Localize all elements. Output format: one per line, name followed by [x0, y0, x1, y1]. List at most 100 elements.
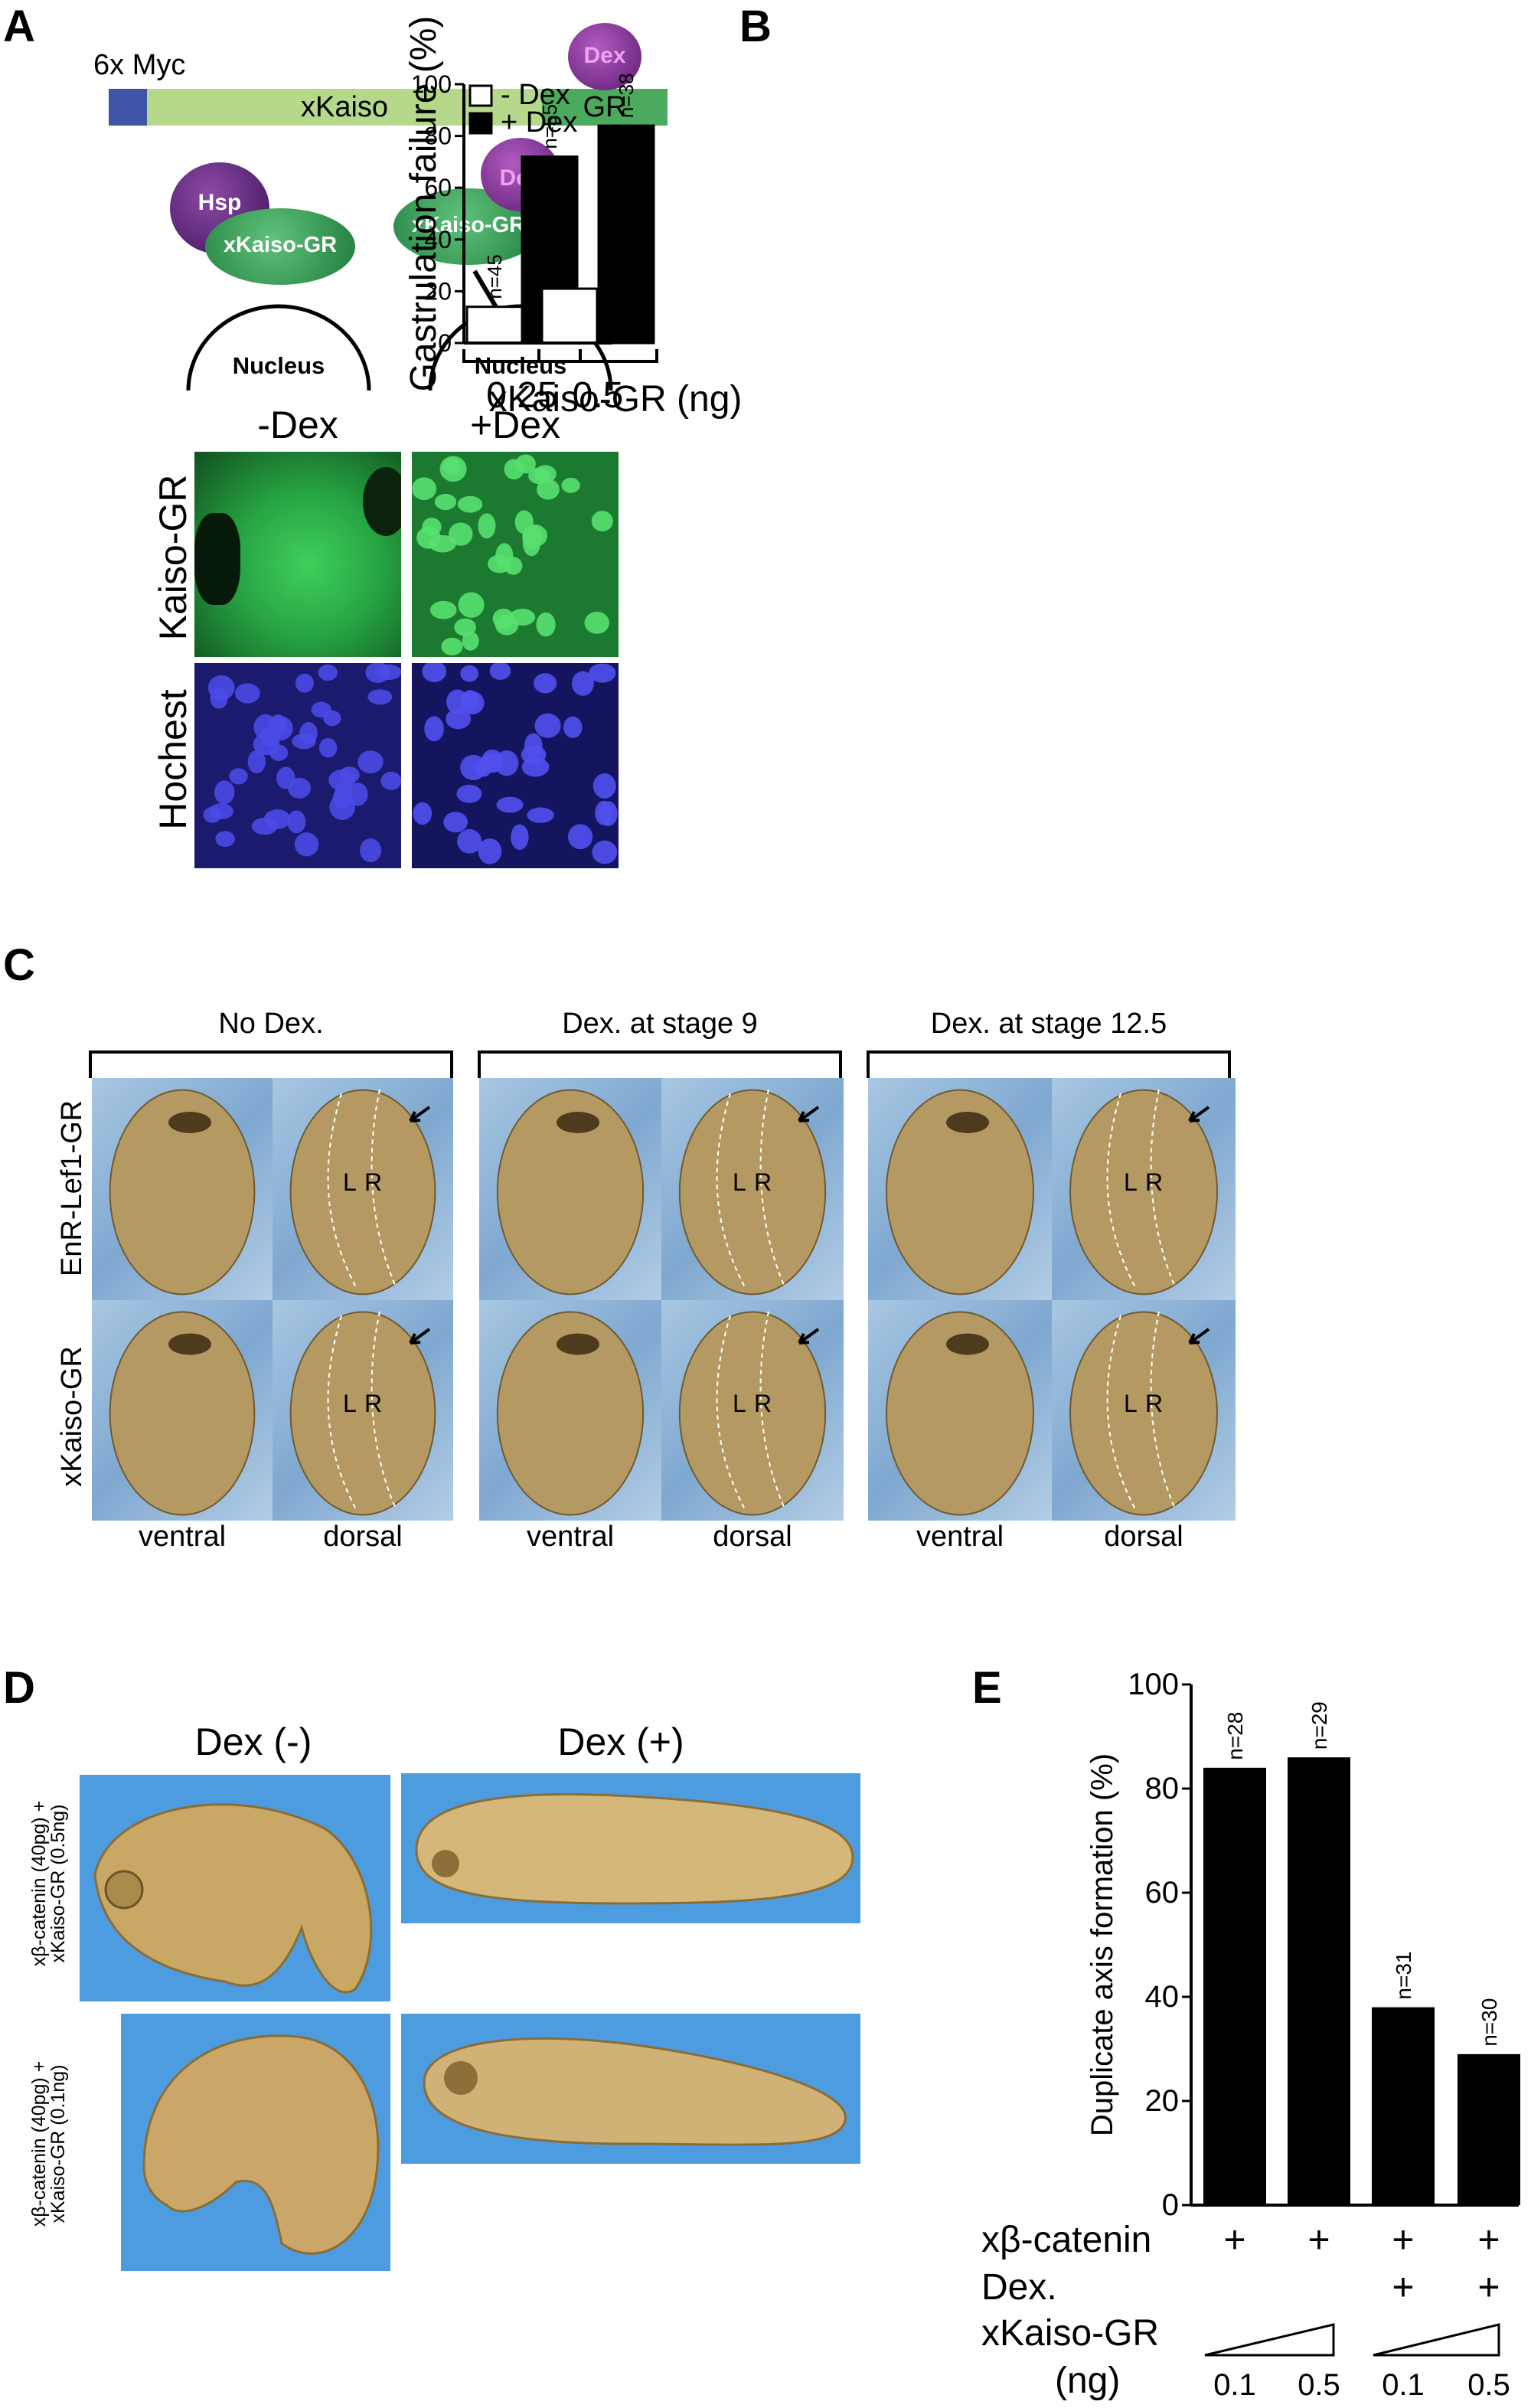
view-label-ventral-2: ventral	[526, 1521, 615, 1553]
micrograph-kaiso-gr-plus-dex	[412, 452, 619, 657]
chart-b-ytick-label: 80	[424, 123, 452, 150]
row-label-d-bottom: xβ-catenin (40pg) + xKaiso-GR (0.1ng)	[28, 2060, 69, 2227]
row-label-ng: (ng)	[1055, 2361, 1121, 2401]
chart-e-ytick-label: 80	[1145, 1772, 1180, 1805]
left-side-mark: L	[1124, 1168, 1138, 1196]
chart-e-ytick-label: 60	[1145, 1876, 1180, 1910]
chart-b-category-label: 0.5	[573, 375, 624, 416]
view-label-ventral-1: ventral	[138, 1521, 227, 1553]
tadpole-photo-dex-plus-top	[401, 1773, 860, 1923]
chart-b-xlabel: xKaiso-GR (ng)	[488, 379, 743, 420]
column-label-dex-minus: Dex (-)	[194, 1720, 312, 1763]
gr-segment-label: GR	[583, 91, 627, 123]
neural-fold-arrow-icon	[1188, 1106, 1210, 1122]
chart-e-ytick-label: 20	[1145, 2084, 1180, 2118]
chart-e-ytick-label: 100	[1128, 1668, 1179, 1701]
myc-tag-segment	[109, 89, 147, 126]
view-label-dorsal-2: dorsal	[713, 1521, 792, 1553]
xkaiso-gr-label-left: xKaiso-GR	[223, 233, 338, 257]
chart-e-ytick-label: 40	[1145, 1980, 1180, 2014]
catenin-plus-mark: +	[1307, 2218, 1330, 2261]
chart-e-bar	[1372, 2007, 1435, 2205]
nucleus-label-left: Nucleus	[232, 352, 325, 379]
embryo-photo-ventral	[868, 1300, 1052, 1521]
nucleus-outline-left	[186, 304, 371, 391]
embryo-photo-ventral	[479, 1300, 661, 1521]
panel-label-b: B	[739, 2, 772, 51]
nucleus-label-right: Nucleus	[474, 352, 567, 379]
column-label-minus-dex: -Dex	[257, 404, 338, 446]
chart-e-n-label: n=31	[1392, 1952, 1415, 2000]
left-side-mark: L	[1124, 1390, 1138, 1417]
chart-e-n-label: n=29	[1307, 1701, 1331, 1750]
hsp-label: Hsp	[197, 190, 242, 215]
view-label-dorsal-3: dorsal	[1104, 1521, 1183, 1553]
embryo-photo-ventral	[868, 1078, 1052, 1300]
chart-b-n-label: n=45	[483, 254, 506, 299]
dex-ligand-icon	[568, 23, 641, 90]
condition-label-dex-stage12: Dex. at stage 12.5	[930, 1008, 1167, 1040]
chart-b-category-label: 0.25	[486, 375, 557, 416]
panel-label-e: E	[972, 1663, 1002, 1713]
condition-label-dex-stage9: Dex. at stage 9	[562, 1008, 758, 1040]
right-side-mark: R	[754, 1390, 772, 1417]
xkaiso-gr-protein-icon-left	[205, 208, 355, 285]
xkaiso-segment-label: xKaiso	[300, 91, 389, 123]
chart-b-n-label: n=38	[615, 74, 638, 119]
neural-fold-arrow-icon	[409, 1106, 431, 1122]
chart-b-legend-swatch	[468, 112, 493, 135]
chart-b-n-label: n=40	[558, 236, 581, 281]
row-label-hoechst: Hochest	[152, 689, 194, 830]
chart-b-ylabel: Gastrulation failure (%)	[403, 15, 444, 392]
column-label-dex-plus: Dex (+)	[557, 1720, 684, 1763]
chart-e-bar	[1458, 2053, 1520, 2205]
right-side-mark: R	[1145, 1168, 1163, 1196]
chart-b-n-label: n=55	[538, 104, 561, 149]
gastrulation-failure-chart: 0 20 40 60 80 100 n=45 n=55 0.25 n=40 n=38 0.5 - Dex…	[413, 70, 658, 416]
left-side-mark: L	[343, 1390, 357, 1417]
chart-b-bar	[465, 305, 524, 345]
left-side-mark: L	[733, 1168, 746, 1196]
panel-label-d: D	[3, 1663, 35, 1713]
embryo-photo-ventral	[92, 1300, 273, 1521]
chart-e-n-label: n=30	[1477, 1998, 1501, 2047]
neural-fold-arrow-icon	[1188, 1328, 1210, 1344]
tadpole-photo-dex-plus-bottom	[401, 2014, 860, 2164]
chart-b-legend-label: - Dex	[501, 79, 570, 111]
xkaiso-gr-label-right: xKaiso-GR	[411, 213, 526, 237]
row-label-dex: Dex.	[981, 2267, 1057, 2308]
dex-plus-mark: +	[1477, 2266, 1500, 2308]
dose-label: 0.5	[1298, 2368, 1340, 2402]
row-label-enr-lef1-gr: EnR-Lef1-GR	[56, 1099, 88, 1277]
row-label-kaiso-gr: Kaiso-GR	[152, 474, 194, 641]
chart-b-legend-swatch	[468, 84, 493, 107]
right-side-mark: R	[364, 1390, 382, 1417]
chart-b-bar	[597, 124, 655, 345]
duplicate-axis-chart: 0 20 40 60 80 100 n=28 +0.1 n=29 +0.5 n=31 + +0.1 n=3…	[1128, 1668, 1520, 2402]
chart-e-bar	[1288, 1757, 1350, 2205]
micrograph-hoechst-plus-dex	[412, 663, 619, 868]
embryo-photo-ventral	[92, 1078, 273, 1300]
micrograph-hoechst-minus-dex	[194, 663, 401, 868]
left-side-mark: L	[343, 1168, 357, 1196]
gr-segment	[542, 89, 668, 126]
chart-e-bar	[1203, 1767, 1266, 2205]
embryo-photo-ventral	[479, 1078, 661, 1300]
dex-plus-mark: +	[1392, 2266, 1414, 2308]
chart-b-legend-label: + Dex	[501, 106, 577, 139]
condition-label-no-dex: No Dex.	[218, 1008, 324, 1040]
right-side-mark: R	[1145, 1390, 1163, 1417]
dose-wedge-icon	[1373, 2323, 1500, 2357]
chart-e-ytick-label: 0	[1162, 2188, 1179, 2222]
right-side-mark: R	[754, 1168, 772, 1196]
view-label-dorsal-1: dorsal	[323, 1521, 403, 1553]
dex-ligand-label: Dex	[583, 43, 626, 68]
dose-label: 0.5	[1467, 2368, 1510, 2402]
dose-label: 0.1	[1382, 2368, 1425, 2402]
chart-e-n-label: n=28	[1223, 1712, 1247, 1760]
